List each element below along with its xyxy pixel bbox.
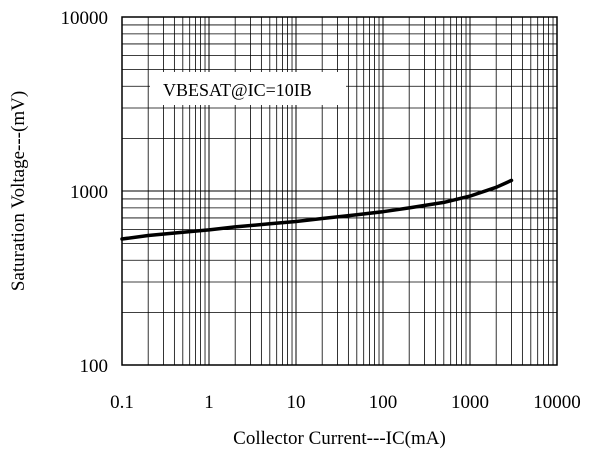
annotation: VBESAT@IC=10IB (150, 72, 346, 105)
grid (121, 17, 557, 366)
y-tick-label: 1000 (70, 182, 108, 203)
x-tick-label: 1 (204, 392, 214, 413)
series-layer (120, 178, 514, 241)
y-axis-title: Saturation Voltage---(mV) (8, 91, 29, 291)
x-tick-label: 10000 (533, 392, 581, 413)
x-tick-label: 100 (369, 392, 398, 413)
plot-frame (121, 16, 558, 366)
x-tick-label: 1000 (451, 392, 489, 413)
y-tick-label: 10000 (61, 8, 109, 29)
y-tick-label: 100 (80, 356, 109, 377)
series-line (120, 178, 514, 241)
y-tick-labels: 100 1000 10000 (61, 8, 109, 377)
annotation-text: VBESAT@IC=10IB (163, 80, 312, 100)
x-tick-labels: 0.1 1 10 100 1000 10000 (110, 392, 581, 413)
x-tick-label: 0.1 (110, 392, 134, 413)
annotation-box (150, 72, 346, 105)
x-tick-label: 10 (287, 392, 306, 413)
x-axis-title: Collector Current---IC(mA) (233, 428, 446, 449)
